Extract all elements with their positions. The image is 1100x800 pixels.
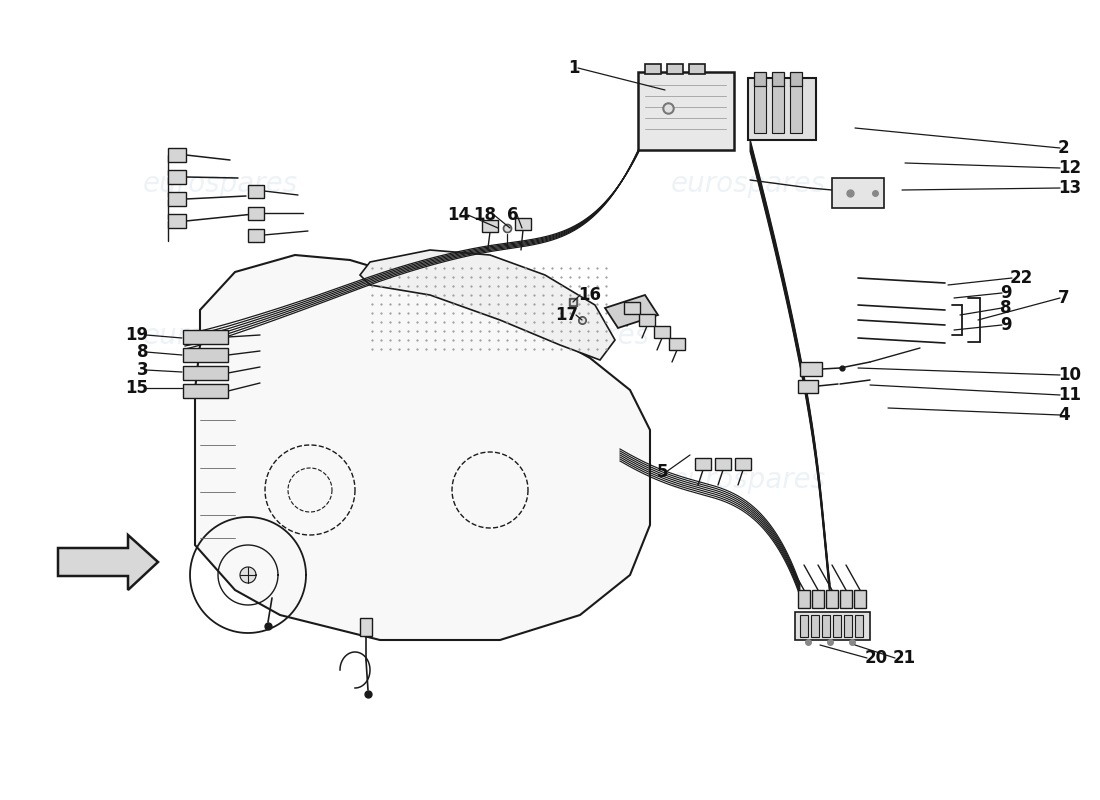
Bar (515, 218, 531, 230)
Text: 18: 18 (473, 206, 496, 224)
Bar (790, 85, 802, 133)
Bar (695, 458, 711, 470)
Bar (168, 148, 186, 162)
Bar (183, 348, 228, 362)
Text: eurospares: eurospares (670, 466, 826, 494)
Bar (248, 229, 264, 242)
Bar (812, 590, 824, 608)
Text: eurospares: eurospares (670, 170, 826, 198)
Bar (822, 615, 830, 637)
Text: eurospares: eurospares (494, 322, 650, 350)
Bar (748, 78, 816, 140)
Bar (645, 64, 661, 74)
Text: 6: 6 (507, 206, 519, 224)
Bar (183, 366, 228, 380)
Bar (754, 85, 766, 133)
Bar (667, 64, 683, 74)
Bar (360, 618, 372, 636)
Polygon shape (605, 295, 658, 328)
Text: 1: 1 (569, 59, 580, 77)
Text: 9: 9 (1000, 316, 1012, 334)
Bar (798, 380, 818, 393)
Text: 5: 5 (657, 463, 668, 481)
Bar (715, 458, 732, 470)
Bar (855, 615, 864, 637)
Bar (833, 615, 842, 637)
Text: 19: 19 (125, 326, 148, 344)
Polygon shape (58, 535, 158, 590)
Bar (248, 185, 264, 198)
Bar (669, 338, 685, 350)
Text: 17: 17 (554, 306, 578, 324)
Bar (772, 72, 784, 86)
Bar (798, 590, 810, 608)
Bar (811, 615, 819, 637)
Bar (800, 615, 808, 637)
Bar (772, 85, 784, 133)
Bar (800, 362, 822, 376)
Bar (735, 458, 751, 470)
Bar (854, 590, 866, 608)
Bar (183, 330, 228, 344)
Bar (790, 72, 802, 86)
Bar (795, 612, 870, 640)
Text: 7: 7 (1058, 289, 1069, 307)
Bar (638, 72, 734, 150)
Bar (754, 72, 766, 86)
Text: 3: 3 (136, 361, 149, 379)
Text: 16: 16 (578, 286, 601, 304)
Text: 10: 10 (1058, 366, 1081, 384)
Bar (168, 214, 186, 228)
Bar (168, 170, 186, 184)
Text: 20: 20 (865, 649, 888, 667)
Text: 22: 22 (1010, 269, 1033, 287)
Bar (248, 207, 264, 220)
Text: 12: 12 (1058, 159, 1081, 177)
Bar (689, 64, 705, 74)
Text: 13: 13 (1058, 179, 1081, 197)
Text: 4: 4 (1058, 406, 1069, 424)
Bar (844, 615, 852, 637)
Polygon shape (240, 567, 256, 583)
Bar (482, 220, 498, 232)
Bar (168, 192, 186, 206)
Bar (840, 590, 852, 608)
Text: 8: 8 (1000, 299, 1012, 317)
Text: eurospares: eurospares (142, 170, 298, 198)
Bar (826, 590, 838, 608)
Text: eurospares: eurospares (142, 322, 298, 350)
Text: 9: 9 (1000, 284, 1012, 302)
Polygon shape (195, 255, 650, 640)
Polygon shape (360, 250, 615, 360)
Text: 2: 2 (1058, 139, 1069, 157)
Text: 14: 14 (447, 206, 470, 224)
Text: 21: 21 (893, 649, 916, 667)
Bar (654, 326, 670, 338)
Text: 8: 8 (136, 343, 149, 361)
Bar (183, 384, 228, 398)
Bar (624, 302, 640, 314)
Bar (639, 314, 654, 326)
Text: 11: 11 (1058, 386, 1081, 404)
Text: 15: 15 (125, 379, 148, 397)
Bar (832, 178, 884, 208)
